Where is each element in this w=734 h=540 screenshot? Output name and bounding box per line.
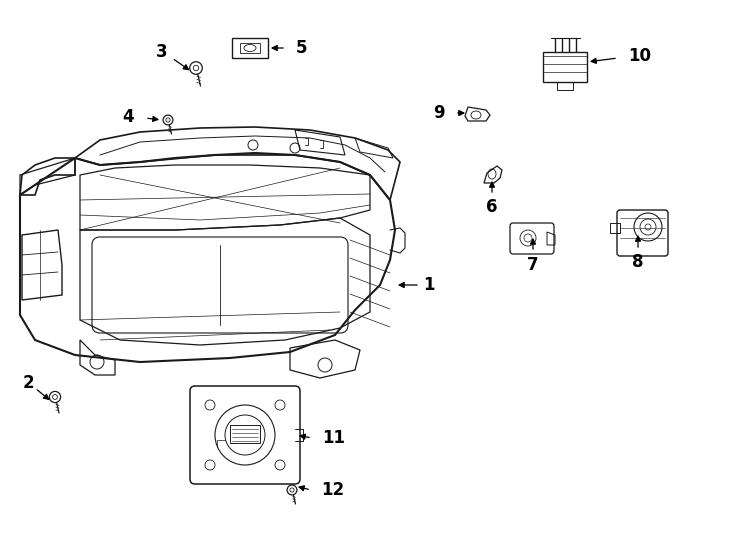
Text: 10: 10 [628, 47, 651, 65]
Text: 9: 9 [433, 104, 445, 122]
Text: 6: 6 [486, 198, 498, 216]
Text: 5: 5 [296, 39, 308, 57]
Text: 11: 11 [322, 429, 345, 447]
Text: 7: 7 [527, 256, 539, 274]
Text: 8: 8 [632, 253, 644, 271]
Text: 2: 2 [22, 374, 34, 392]
Text: 1: 1 [423, 276, 435, 294]
Text: 4: 4 [122, 108, 134, 126]
Text: 12: 12 [321, 481, 344, 499]
Text: 3: 3 [156, 43, 168, 61]
